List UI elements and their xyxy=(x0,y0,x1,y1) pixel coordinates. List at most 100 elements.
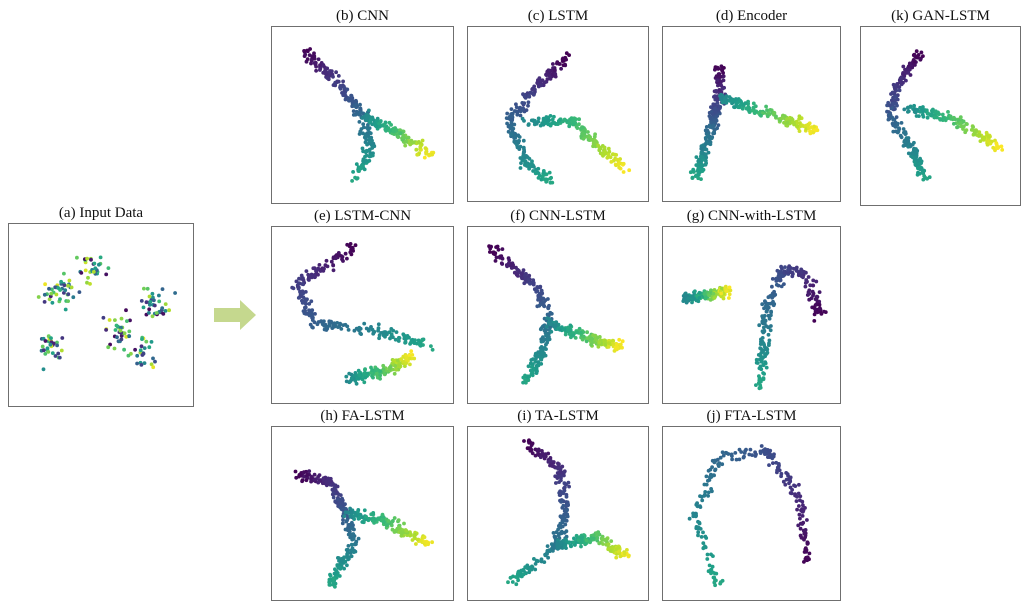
scatter-point xyxy=(708,568,713,572)
scatter-point xyxy=(705,557,710,561)
panel-g: (g) CNN-with-LSTM xyxy=(662,208,841,404)
scatter-point xyxy=(711,291,716,296)
scatter-point xyxy=(777,275,782,279)
scatter-point xyxy=(742,451,747,455)
scatter-point xyxy=(718,94,722,98)
scatter-point xyxy=(315,322,320,327)
scatter-point xyxy=(124,334,129,339)
scatter-point xyxy=(702,291,707,296)
scatter-point xyxy=(403,143,408,148)
scatter-point xyxy=(373,123,378,128)
scatter-point xyxy=(921,177,926,182)
scatter-point xyxy=(524,108,529,112)
scatter-point xyxy=(488,246,493,251)
scatter-point xyxy=(600,152,605,156)
scatter-point xyxy=(798,516,802,521)
scatter-point xyxy=(800,499,805,504)
scatter-point xyxy=(559,476,563,480)
scatter-point xyxy=(357,120,362,124)
scatter-point xyxy=(344,374,349,379)
scatter-point xyxy=(151,356,155,361)
scatter-point xyxy=(788,485,793,490)
scatter-point xyxy=(533,360,538,364)
scatter-point xyxy=(914,147,918,151)
scatter-point xyxy=(350,245,355,250)
scatter-point xyxy=(911,58,916,62)
scatter-point xyxy=(316,480,321,485)
scatter-point xyxy=(596,344,601,349)
scatter-point xyxy=(112,346,117,351)
scatter-point xyxy=(113,328,118,332)
scatter-point xyxy=(303,308,307,313)
scatter-point xyxy=(71,295,76,300)
scatter-point xyxy=(518,113,523,118)
scatter-point xyxy=(533,171,538,176)
scatter-point xyxy=(553,68,557,72)
scatter-point xyxy=(494,255,499,260)
scatter-f xyxy=(487,244,625,385)
scatter-point xyxy=(385,332,389,337)
scatter-point xyxy=(549,121,554,126)
scatter-point xyxy=(798,494,803,499)
scatter-point xyxy=(533,118,537,123)
scatter-point xyxy=(334,70,338,75)
scatter-point xyxy=(139,299,144,303)
scatter-point xyxy=(766,313,771,318)
scatter-point xyxy=(715,65,720,70)
scatter-point xyxy=(351,109,356,113)
panel-k: (k) GAN-LSTM xyxy=(860,8,1021,206)
scatter-point xyxy=(358,512,363,517)
scatter-point xyxy=(706,131,711,135)
scatter-point xyxy=(762,328,767,333)
scatter-point xyxy=(291,286,296,291)
scatter-point xyxy=(92,261,97,266)
scatter-point xyxy=(993,148,997,153)
scatter-point xyxy=(530,87,535,92)
scatter-point xyxy=(151,365,156,370)
scatter-point xyxy=(66,283,70,288)
scatter-point xyxy=(598,146,603,151)
scatter-point xyxy=(583,542,588,547)
scatter-point xyxy=(393,364,398,368)
scatter-point xyxy=(753,104,758,109)
scatter-point xyxy=(307,302,312,306)
scatter-point xyxy=(521,92,525,97)
scatter-point xyxy=(518,573,523,578)
scatter-point xyxy=(395,358,400,363)
scatter-c xyxy=(504,51,632,185)
scatter-point xyxy=(377,336,381,341)
scatter-point xyxy=(394,330,399,334)
scatter-point xyxy=(720,462,725,467)
scatter-point xyxy=(410,353,415,357)
scatter-point xyxy=(326,476,331,481)
scatter-point xyxy=(539,83,544,88)
scatter-point xyxy=(560,520,565,525)
plot-e xyxy=(271,226,454,404)
scatter-point xyxy=(344,507,348,511)
scatter-point xyxy=(754,357,759,362)
scatter-point xyxy=(127,329,132,334)
scatter-point xyxy=(771,461,775,465)
scatter-point xyxy=(530,441,535,446)
scatter-point xyxy=(603,343,608,347)
scatter-point xyxy=(404,356,409,360)
scatter-point xyxy=(536,285,540,290)
scatter-point xyxy=(384,128,388,133)
scatter-point xyxy=(536,176,541,180)
scatter-point xyxy=(414,542,418,546)
scatter-point xyxy=(331,268,336,273)
scatter-point xyxy=(562,470,566,475)
scatter-point xyxy=(912,140,916,145)
scatter-point xyxy=(529,358,534,362)
scatter-point xyxy=(555,545,560,550)
scatter-point xyxy=(617,165,622,170)
scatter-point xyxy=(396,339,401,343)
scatter-point xyxy=(526,100,531,105)
scatter-point xyxy=(333,571,338,576)
scatter-point xyxy=(719,291,724,296)
scatter-point xyxy=(301,276,305,280)
scatter-point xyxy=(942,117,947,122)
scatter-point xyxy=(386,126,391,131)
scatter-point xyxy=(369,153,374,158)
scatter-point xyxy=(564,57,568,62)
